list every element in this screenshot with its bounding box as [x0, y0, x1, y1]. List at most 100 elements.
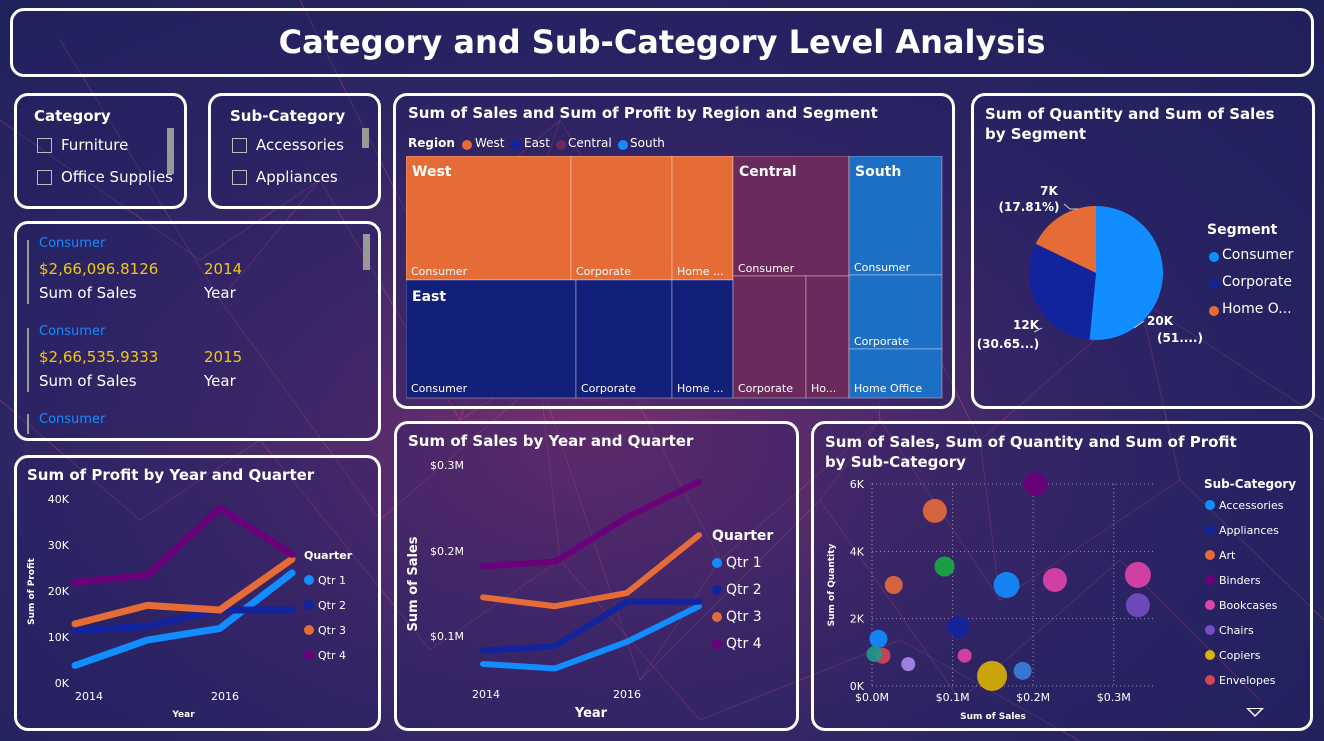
series-line-qtr-4[interactable] [480, 478, 702, 570]
legend-item[interactable]: Qtr 3 [318, 624, 346, 637]
x-tick-label: $0.2M [1016, 691, 1050, 704]
treemap-cell-east-home[interactable] [671, 279, 734, 399]
scatter-point[interactable] [1125, 593, 1150, 618]
scatter-point[interactable] [869, 629, 888, 648]
checkbox[interactable] [232, 170, 247, 185]
legend-item-consumer[interactable]: Consumer [1222, 247, 1294, 263]
legend-item[interactable]: Envelopes [1219, 674, 1276, 687]
legend-dot [1205, 650, 1215, 660]
series-line-qtr-2[interactable] [480, 598, 702, 654]
sales-line-chart: $0.3M $0.2M $0.1M 2014 2016 Year Sum of Sales Q… [406, 459, 773, 721]
series-line-qtr-3[interactable] [480, 532, 702, 610]
treemap-cell-south-corporate[interactable] [848, 274, 943, 350]
legend-item-home-office[interactable]: Home O... [1222, 301, 1292, 317]
legend-dot [304, 575, 314, 585]
scatter-point[interactable] [922, 498, 947, 523]
series-line-qtr-1[interactable] [480, 603, 702, 672]
legend-item[interactable]: Appliances [1219, 524, 1279, 537]
treemap-region-east: East [412, 289, 446, 305]
legend-item[interactable]: Accessories [1219, 499, 1284, 512]
treemap-cell-label: Corporate [738, 382, 793, 395]
profit-chart-panel: Sum of Profit by Year and Quarter 40K 30K… [14, 455, 381, 731]
legend-item[interactable]: Art [1219, 549, 1236, 562]
scatter-point[interactable] [947, 616, 970, 639]
series-line-qtr-1[interactable] [71, 569, 296, 669]
series-line-qtr-3[interactable] [71, 555, 296, 628]
card-accent [27, 240, 29, 304]
scatter-point[interactable] [993, 572, 1020, 598]
legend-item-central[interactable]: Central [568, 136, 612, 150]
treemap-cell-south-consumer[interactable] [848, 156, 943, 276]
y-tick-label: 0K [850, 680, 865, 693]
legend-item[interactable]: Binders [1219, 574, 1261, 587]
legend-item[interactable]: Chairs [1219, 624, 1254, 637]
pie-slice-corporate[interactable] [1029, 243, 1096, 340]
scatter-point[interactable] [1042, 567, 1067, 592]
legend-item[interactable]: Qtr 1 [726, 555, 762, 571]
slicer-item-label: Appliances [256, 168, 338, 186]
legend-item[interactable]: Qtr 2 [726, 582, 762, 598]
checkbox[interactable] [37, 138, 52, 153]
card-accent [27, 328, 29, 392]
sales-chart-panel: Sum of Sales by Year and Quarter $0.3M $0… [394, 421, 799, 731]
treemap-cell-central-consumer[interactable] [732, 156, 850, 277]
card-list-scrollbar[interactable] [363, 234, 370, 270]
pie-slice-home-office[interactable] [1035, 206, 1096, 273]
treemap-cell-label: Consumer [738, 262, 795, 275]
treemap-cell-east-corporate[interactable] [575, 279, 673, 399]
legend-dot [712, 585, 722, 595]
legend-item-east[interactable]: East [524, 136, 550, 150]
checkbox[interactable] [232, 138, 247, 153]
scatter-point[interactable] [957, 648, 972, 663]
scatter-point[interactable] [1124, 561, 1151, 588]
scatter-point[interactable] [1013, 661, 1032, 680]
subcategory-slicer-title: Sub-Category [230, 107, 346, 125]
y-tick-label: 10K [48, 631, 70, 644]
checkbox[interactable] [37, 170, 52, 185]
sales-caption: Sum of Sales [39, 284, 137, 302]
pie-legend-title: Segment [1207, 222, 1278, 238]
scatter-point[interactable] [977, 660, 1008, 691]
legend-dot [1209, 279, 1219, 289]
y-tick-label: 20K [48, 585, 70, 598]
legend-item[interactable]: Qtr 4 [726, 636, 762, 652]
scatter-point[interactable] [1023, 472, 1048, 496]
legend-dot [1205, 500, 1215, 510]
slicer-scrollbar[interactable] [167, 128, 174, 174]
category-slicer: Category Furniture Office Supplies [14, 93, 187, 209]
legend-item[interactable]: Qtr 1 [318, 574, 346, 587]
treemap-cell-west-home[interactable] [671, 156, 734, 281]
treemap-region-west: West [412, 164, 452, 180]
slicer-scrollbar[interactable] [362, 128, 369, 148]
legend-item[interactable]: Qtr 3 [726, 609, 762, 625]
pie-slice-consumer[interactable] [1089, 206, 1163, 340]
scatter-point[interactable] [901, 657, 916, 672]
legend-item-south[interactable]: South [630, 136, 665, 150]
treemap-cell-west-corporate[interactable] [570, 156, 673, 281]
scatter-point[interactable] [934, 556, 955, 577]
legend-item[interactable]: Copiers [1219, 649, 1261, 662]
treemap-cell-east-consumer[interactable] [406, 279, 577, 399]
treemap-title: Sum of Sales and Sum of Profit by Region… [408, 104, 878, 122]
x-tick-label: $0.1M [936, 691, 970, 704]
legend-item[interactable]: Bookcases [1219, 599, 1278, 612]
treemap-cell-central-home[interactable] [805, 275, 850, 399]
treemap-region-south: South [855, 164, 901, 180]
legend-dot [1205, 600, 1215, 610]
scatter-point[interactable] [866, 646, 883, 663]
legend-item[interactable]: Qtr 2 [318, 599, 346, 612]
legend-item[interactable]: Qtr 4 [318, 649, 346, 662]
scatter-point[interactable] [884, 576, 903, 594]
pie-label-home-pct: (17.81%) [999, 200, 1060, 214]
segment-label: Consumer [39, 236, 106, 251]
legend-dot [712, 639, 722, 649]
legend-item-west[interactable]: West [475, 136, 505, 150]
legend-item-corporate[interactable]: Corporate [1222, 274, 1292, 290]
series-line-qtr-4[interactable] [71, 504, 296, 586]
treemap-cell-central-corporate[interactable] [732, 275, 807, 399]
profit-line-chart: 40K 30K 20K 10K 0K 2014 2016 Year Sum of Profit Q… [27, 493, 353, 720]
treemap-cell-label: Home Office [854, 382, 922, 395]
legend-dot [618, 140, 628, 150]
treemap-cell-south-home[interactable] [848, 348, 943, 399]
series-line-qtr-2[interactable] [71, 606, 296, 635]
